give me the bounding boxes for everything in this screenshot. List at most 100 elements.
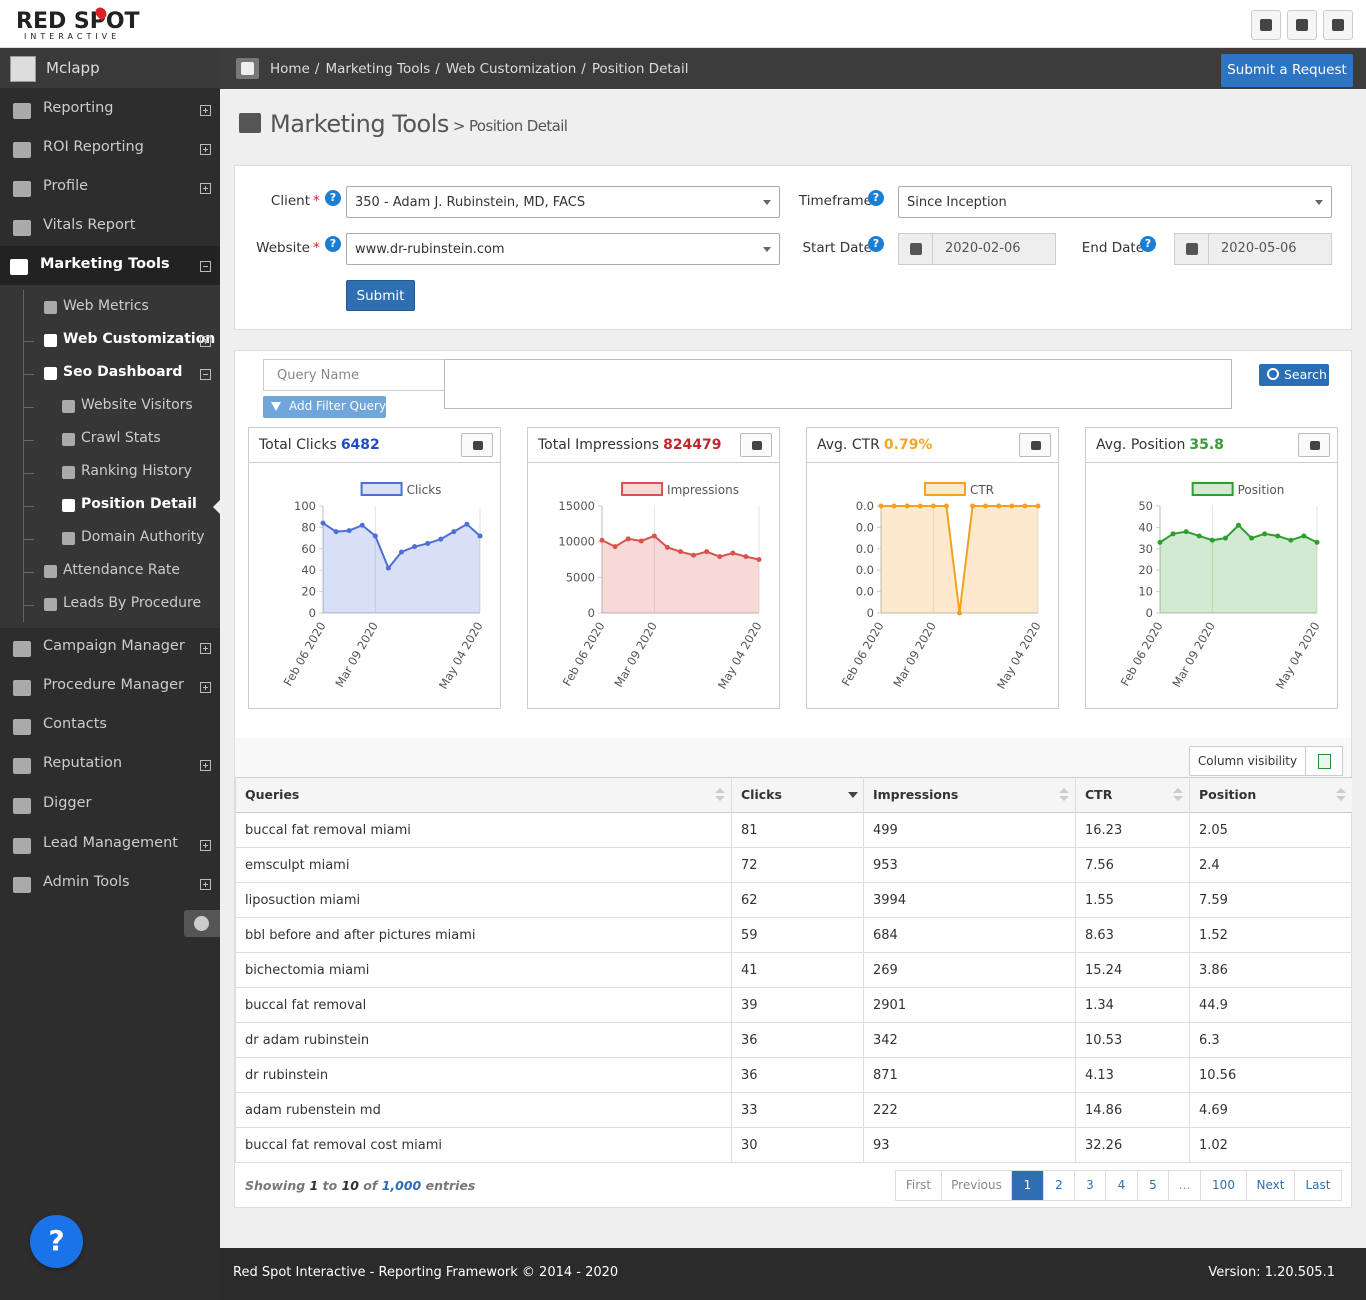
menu-item[interactable]: Admin Tools — [43, 874, 130, 890]
end-date[interactable]: 2020-05-06 — [1174, 233, 1332, 265]
share-button[interactable] — [461, 433, 493, 457]
icon — [13, 142, 31, 158]
client-select[interactable]: 350 - Adam J. Rubinstein, MD, FACS — [346, 186, 780, 218]
query-text[interactable] — [444, 359, 1232, 409]
sort-down — [1336, 796, 1346, 801]
website-select[interactable]: www.dr-rubinstein.com — [346, 233, 780, 265]
expand-icon[interactable] — [200, 336, 211, 347]
pagination-button[interactable]: 2 — [1043, 1170, 1075, 1201]
menu-item[interactable]: Website Visitors — [81, 397, 193, 413]
expand-icon[interactable] — [200, 369, 211, 380]
timeframe-select[interactable]: Since Inception — [898, 186, 1332, 218]
excel-button[interactable] — [1305, 746, 1343, 776]
icon — [44, 598, 57, 611]
menu-item[interactable]: Campaign Manager — [43, 638, 185, 654]
menu-item[interactable]: Lead Management — [43, 835, 178, 851]
pagination-button[interactable]: 3 — [1074, 1170, 1106, 1201]
menu-item[interactable]: Vitals Report — [43, 217, 136, 233]
expand-icon[interactable] — [200, 682, 211, 693]
expand-icon[interactable] — [200, 643, 211, 654]
menu-item[interactable]: Attendance Rate — [63, 562, 180, 578]
data-point — [996, 503, 1002, 509]
menu-item[interactable]: Digger — [43, 795, 92, 811]
info-part: of — [363, 1178, 378, 1193]
collapse-button[interactable] — [184, 910, 220, 937]
column-visibility-button[interactable]: Column visibility — [1189, 746, 1306, 776]
expand-icon[interactable] — [200, 879, 211, 890]
expand-bar — [205, 108, 206, 113]
share-button[interactable] — [1298, 433, 1330, 457]
menu-item[interactable]: Profile — [43, 178, 89, 194]
expand-icon[interactable] — [200, 144, 211, 155]
breadcrumb-item[interactable]: Web Customization — [445, 61, 577, 77]
y-tick-label: 20 — [1138, 563, 1153, 577]
help-icon[interactable]: ? — [1140, 236, 1156, 252]
breadcrumb-item[interactable]: Marketing Tools — [325, 61, 431, 77]
submenu-dash — [24, 473, 34, 474]
table-cell: 62 — [741, 893, 758, 908]
menu-item[interactable]: Reputation — [43, 755, 123, 771]
y-tick-label: 30 — [1138, 542, 1153, 556]
menu-item[interactable]: ROI Reporting — [43, 139, 144, 155]
help-icon[interactable]: ? — [868, 190, 884, 206]
add-filter-button[interactable]: Add Filter Query — [263, 396, 386, 418]
query-input[interactable]: Query Name — [263, 359, 445, 391]
pagination-button[interactable]: 4 — [1105, 1170, 1138, 1201]
pagination-button[interactable]: 100 — [1200, 1170, 1247, 1201]
expand-icon[interactable] — [200, 760, 211, 771]
help-icon[interactable]: ? — [325, 236, 341, 252]
submit-button[interactable]: Submit — [346, 280, 415, 311]
menu-item[interactable]: Procedure Manager — [43, 677, 185, 693]
pagination-button[interactable]: 5 — [1137, 1170, 1169, 1201]
help-button[interactable]: ? — [30, 1215, 83, 1268]
icon — [1260, 19, 1272, 31]
expand-icon[interactable] — [200, 105, 211, 116]
expand-bar — [205, 843, 206, 848]
menu-item[interactable]: Marketing Tools — [40, 256, 170, 272]
column-header[interactable]: Queries — [245, 787, 300, 802]
share-button[interactable] — [1019, 433, 1051, 457]
menu-item[interactable]: Seo Dashboard — [63, 364, 183, 380]
header-button[interactable] — [1323, 10, 1353, 40]
menu-item[interactable]: Web Customization — [63, 331, 216, 347]
menu-item[interactable]: Domain Authority — [81, 529, 205, 545]
column-header[interactable]: Clicks — [741, 787, 782, 802]
header-button[interactable] — [1251, 10, 1281, 40]
start-date[interactable]: 2020-02-06 — [898, 233, 1056, 265]
help-icon[interactable]: ? — [325, 190, 341, 206]
search-button[interactable]: Search — [1259, 364, 1329, 386]
legend-label: Position — [1238, 483, 1285, 497]
refresh-button[interactable] — [236, 58, 259, 79]
data-point — [904, 503, 910, 509]
pagination-label: Previous — [951, 1178, 1002, 1192]
icon — [1296, 19, 1308, 31]
menu-item[interactable]: Reporting — [43, 100, 114, 116]
pagination-button[interactable]: Next — [1246, 1170, 1295, 1201]
table-cell: 15.24 — [1085, 963, 1123, 978]
menu-item[interactable]: Ranking History — [81, 463, 192, 479]
y-tick-label: 0.0 — [856, 520, 874, 534]
expand-icon[interactable] — [200, 183, 211, 194]
menu-item[interactable]: Web Metrics — [63, 298, 149, 314]
menu-item[interactable]: Leads By Procedure — [63, 595, 202, 611]
menu-item[interactable]: Contacts — [43, 716, 107, 732]
column-header[interactable]: CTR — [1085, 787, 1113, 802]
header-button[interactable] — [1287, 10, 1317, 40]
series-area — [1160, 525, 1317, 613]
menu-item[interactable]: Crawl Stats — [81, 430, 161, 446]
chart-title: Avg. CTR — [817, 437, 880, 453]
table-left-border — [235, 777, 236, 1163]
pagination-button[interactable]: Last — [1294, 1170, 1342, 1201]
share-button[interactable] — [740, 433, 772, 457]
table-cell: 6.3 — [1199, 1033, 1220, 1048]
expand-icon[interactable] — [200, 261, 211, 272]
expand-icon[interactable] — [200, 840, 211, 851]
submit-request-button[interactable]: Submit a Request — [1221, 54, 1353, 87]
breadcrumb-item[interactable]: Home — [270, 61, 310, 77]
menu-item[interactable]: Position Detail — [81, 496, 197, 512]
help-icon[interactable]: ? — [868, 236, 884, 252]
column-header[interactable]: Impressions — [873, 787, 959, 802]
active-pointer — [213, 500, 220, 514]
column-header[interactable]: Position — [1199, 787, 1257, 802]
required-mark: * — [313, 193, 320, 209]
